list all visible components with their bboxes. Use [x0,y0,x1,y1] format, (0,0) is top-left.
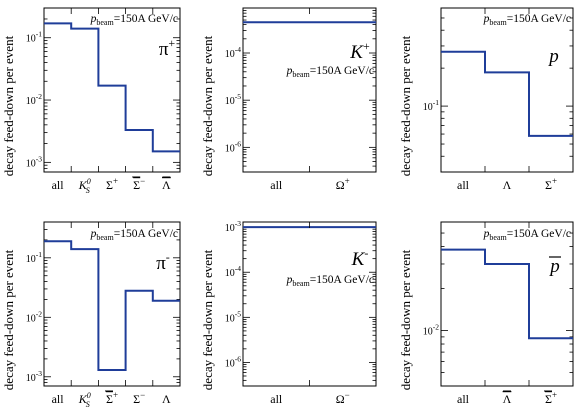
particle-label: π- [156,250,170,274]
panel-6: 10-2 all Λ Σ+ decay feed-down per event pbeam… [398,221,574,406]
category-label: Ω− [336,390,350,406]
category-label: Σ− [133,176,145,192]
category-label: Σ+ [106,176,118,192]
category-label: Σ+ [106,390,118,406]
y-tick-label: 10-6 [225,139,241,154]
series-step-line [441,50,573,137]
category-label: all [270,392,283,406]
series-step-line [44,22,180,153]
beam-momentum-label: pbeam=150A GeV/c [286,65,374,79]
y-axis-label: decay feed-down per event [200,249,215,390]
y-axis-label: decay feed-down per event [1,35,16,176]
series-step-line [44,240,180,372]
y-tick-label: 10-1 [26,30,42,45]
y-axis-label: decay feed-down per event [200,35,215,176]
y-axis-label: decay feed-down per event [1,249,16,390]
y-tick-label: 10-6 [225,354,241,369]
beam-momentum-label: pbeam=150A GeV/c [483,13,571,27]
category-label: Λ [162,392,171,406]
category-label: all [457,392,470,406]
particle-label: K+ [349,39,370,63]
particle-label: p [548,256,560,277]
category-label: Λ [503,178,512,192]
category-label: all [457,178,470,192]
category-label: all [52,178,65,192]
y-tick-label: 10-5 [225,92,241,107]
plot-frame [440,7,574,173]
panel-3: 10-1 all Λ Σ+ decay feed-down per event pbeam… [398,7,574,192]
y-tick-label: 10-3 [225,219,241,234]
y-tick-label: 10-1 [423,98,439,113]
plot-frame [242,7,377,173]
category-label: K0 S [78,391,91,409]
category-label: all [52,392,65,406]
category-label: Σ− [133,390,145,406]
y-tick-label: 10-2 [423,323,439,338]
particle-label: π+ [159,36,176,60]
y-tick-label: 10-1 [26,250,42,265]
y-tick-label: 10-2 [26,309,42,324]
category-label: Σ+ [545,176,557,192]
category-label: Σ+ [545,390,557,406]
y-axis-label: decay feed-down per event [398,249,413,390]
y-tick-label: 10-3 [26,154,42,169]
plot-frame [43,7,181,173]
panel-5: 10-3 10-4 10-5 10-6 all Ω− decay feed-down per… [200,219,377,406]
category-label: all [270,178,283,192]
y-tick-label: 10-4 [225,264,241,279]
beam-momentum-label: pbeam=150A GeV/c [483,228,571,242]
panel-2: 10-4 10-5 10-6 all Ω+ decay feed-down per eve… [200,7,377,192]
particle-label: K- [351,246,369,270]
y-tick-label: 10-2 [26,92,42,107]
y-tick-label: 10-5 [225,309,241,324]
series-step-line [441,248,573,340]
plot-frame [440,221,574,387]
y-tick-label: 10-3 [26,369,42,384]
category-label: Λ [503,392,512,406]
plot-frame [43,221,181,387]
category-label: K0 S [78,177,91,195]
beam-momentum-label: pbeam=150A GeV/c [286,274,374,288]
y-axis-label: decay feed-down per event [398,35,413,176]
beam-momentum-label: pbeam=150A GeV/c [90,13,178,27]
plot-frame [242,221,377,387]
particle-label: p [547,46,559,67]
y-tick-label: 10-4 [225,45,241,60]
category-label: Λ [162,178,171,192]
beam-momentum-label: pbeam=150A GeV/c [90,228,178,242]
category-label: Ω+ [336,176,350,192]
